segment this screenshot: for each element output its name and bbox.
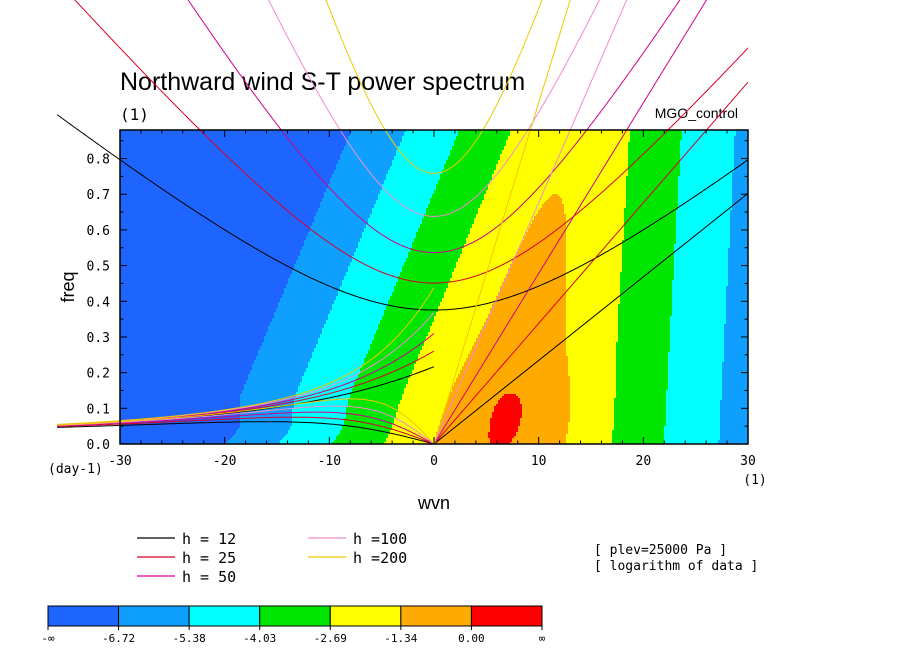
dispersion-curve-kelvin xyxy=(433,0,708,444)
colorbar-label: ∞ xyxy=(539,632,546,645)
legend-label: h = 25 xyxy=(182,549,236,567)
colorbar-label: -∞ xyxy=(41,632,55,645)
x-tick-label: 30 xyxy=(740,454,756,469)
dispersion-curve-gravity xyxy=(187,0,681,254)
y-tick-label: 0.0 xyxy=(87,438,110,453)
x-tick-label: 20 xyxy=(636,454,652,469)
plot-axes: -30 -20 -10 0 10 20 30 0.0 0.1 0.2 0.3 0.4 0.5 0.6 0.7… xyxy=(87,129,756,469)
x-unit-label: (1) xyxy=(743,473,766,488)
dispersion-curve-kelvin xyxy=(433,0,571,444)
colorbar: -∞ -6.72 -5.38 -4.03 -2.69 -1.34 0.00 ∞ xyxy=(41,605,546,645)
y-tick-label: 0.2 xyxy=(87,367,110,382)
colorbar-label: 0.00 xyxy=(458,632,485,645)
colorbar-swatch xyxy=(47,605,120,627)
colorbar-swatch xyxy=(188,605,261,627)
x-axis-label: wvn xyxy=(417,493,450,513)
y-tick-label: 0.4 xyxy=(87,295,111,310)
legend-label: h = 50 xyxy=(182,568,236,586)
dispersion-curve-gravity xyxy=(74,0,748,284)
dispersion-curve-gravity xyxy=(56,114,748,311)
units-label: (1) xyxy=(120,105,149,124)
colorbar-label: -6.72 xyxy=(102,632,135,645)
y-tick-label: 0.5 xyxy=(87,260,110,275)
colorbar-label: -5.38 xyxy=(173,632,206,645)
x-tick-label: -10 xyxy=(318,454,341,469)
power-spectrum-field xyxy=(120,130,748,444)
dispersion-curve-gravity xyxy=(268,0,600,217)
note-plev: [ plev=25000 Pa ] xyxy=(594,543,727,558)
y-tick-label: 0.6 xyxy=(87,224,110,239)
colorbar-swatch xyxy=(470,605,543,627)
y-axis-label: freq xyxy=(58,271,78,302)
colorbar-label: -2.69 xyxy=(314,632,347,645)
legend-label: h =200 xyxy=(353,549,407,567)
x-tick-label: -20 xyxy=(213,454,236,469)
y-tick-label: 0.8 xyxy=(87,153,110,168)
dispersion-curve-gravity xyxy=(325,0,543,174)
colorbar-swatch xyxy=(259,605,331,627)
legend-label: h = 12 xyxy=(182,530,236,548)
colorbar-label: -1.34 xyxy=(384,632,417,645)
legend-label: h =100 xyxy=(353,530,407,548)
dispersion-curve-kelvin xyxy=(433,192,748,444)
x-tick-label: -30 xyxy=(108,454,131,469)
colorbar-swatch xyxy=(329,605,402,627)
x-tick-label: 0 xyxy=(430,454,438,469)
y-tick-label: 0.3 xyxy=(87,331,110,346)
y-tick-label: 0.1 xyxy=(87,402,110,417)
y-unit-label: (day-1) xyxy=(48,462,103,477)
x-tick-label: 10 xyxy=(531,454,547,469)
colorbar-label: -4.03 xyxy=(243,632,276,645)
y-tick-label: 0.7 xyxy=(87,188,110,203)
chart-title: Northward wind S-T power spectrum xyxy=(120,68,525,96)
colorbar-swatch xyxy=(118,605,190,627)
note-log: [ logarithm of data ] xyxy=(594,559,758,574)
dispersion-curve-kelvin xyxy=(433,81,748,444)
colorbar-swatch xyxy=(400,605,472,627)
dispersion-curve-kelvin xyxy=(433,0,628,444)
